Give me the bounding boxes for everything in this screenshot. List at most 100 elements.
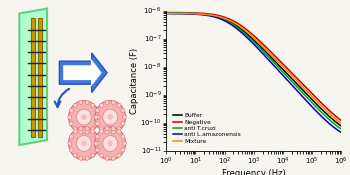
Buffer [247,35,251,37]
Circle shape [73,130,77,134]
Circle shape [81,141,87,146]
Circle shape [121,122,125,126]
Circle shape [69,101,99,134]
Line: Mixture: Mixture [166,13,341,124]
Circle shape [73,103,77,107]
Buffer [335,122,339,124]
Circle shape [95,148,99,152]
anti L.amazonensis [164,13,168,15]
Y-axis label: Capacitance (F): Capacitance (F) [130,47,139,114]
Negative [268,50,273,52]
Circle shape [107,114,113,120]
Circle shape [105,127,109,131]
anti T.cruzi [308,99,312,102]
anti T.cruzi [259,48,263,50]
Line: Negative: Negative [166,13,341,121]
Legend: Buffer, Negative, anti T.cruzi, anti L.amazonensis, Mixture: Buffer, Negative, anti T.cruzi, anti L.a… [171,111,243,146]
Circle shape [77,109,91,125]
Circle shape [96,122,99,126]
Circle shape [73,127,77,131]
Circle shape [77,135,91,151]
anti L.amazonensis [308,103,312,105]
Line: anti T.cruzi: anti T.cruzi [166,13,341,129]
Circle shape [96,108,99,113]
Circle shape [117,153,121,157]
Negative [164,12,168,14]
Polygon shape [31,18,35,137]
Buffer [164,12,168,14]
Mixture [268,53,273,55]
anti L.amazonensis [268,61,273,63]
Circle shape [121,135,125,139]
anti T.cruzi [339,128,343,130]
Polygon shape [19,9,47,145]
Circle shape [69,127,99,160]
Circle shape [91,103,95,107]
Negative [308,90,312,92]
Circle shape [111,156,116,160]
Buffer [339,125,343,127]
Circle shape [95,135,99,139]
Circle shape [85,156,89,160]
anti L.amazonensis [259,51,263,53]
Line: Buffer: Buffer [166,13,341,126]
Negative [247,31,251,33]
Mixture [339,122,343,125]
Circle shape [105,156,109,160]
Circle shape [99,103,103,107]
Negative [335,116,339,118]
Circle shape [107,141,113,146]
Mixture [259,43,263,46]
Circle shape [99,153,103,157]
Circle shape [91,153,95,157]
Circle shape [99,130,103,134]
Circle shape [95,127,126,160]
Mixture [164,12,168,14]
Circle shape [95,101,126,134]
Circle shape [94,141,98,146]
Circle shape [85,130,89,134]
Negative [259,41,263,43]
Circle shape [69,148,73,152]
Polygon shape [63,59,102,87]
Circle shape [95,122,99,126]
Circle shape [79,100,83,104]
Circle shape [103,109,118,125]
Negative [248,32,252,34]
Circle shape [69,135,73,139]
X-axis label: Frequency (Hz): Frequency (Hz) [222,169,286,175]
Circle shape [94,115,98,119]
Circle shape [91,127,95,131]
Circle shape [117,127,121,131]
Circle shape [95,108,99,113]
Circle shape [111,100,116,104]
Circle shape [69,108,73,113]
Circle shape [96,148,99,152]
Mixture [248,34,252,36]
anti T.cruzi [164,12,168,14]
Circle shape [121,108,125,113]
Circle shape [69,122,73,126]
Circle shape [79,127,83,131]
Circle shape [68,115,72,119]
anti T.cruzi [335,125,339,127]
Circle shape [111,127,116,131]
Circle shape [81,114,87,120]
Circle shape [105,130,109,134]
anti T.cruzi [248,38,252,40]
Circle shape [99,127,103,131]
Circle shape [96,141,100,146]
Mixture [308,93,312,95]
anti L.amazonensis [335,129,339,131]
Polygon shape [60,53,107,92]
Polygon shape [38,18,42,137]
Line: anti L.amazonensis: anti L.amazonensis [166,14,341,132]
Circle shape [103,135,118,151]
Circle shape [122,115,126,119]
Mixture [247,33,251,35]
Circle shape [117,130,121,134]
Buffer [248,36,252,38]
anti T.cruzi [247,37,251,39]
anti L.amazonensis [248,40,252,42]
Circle shape [105,100,109,104]
